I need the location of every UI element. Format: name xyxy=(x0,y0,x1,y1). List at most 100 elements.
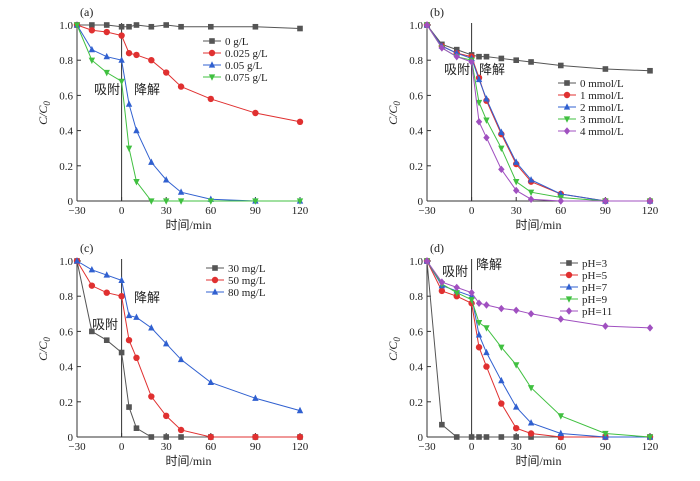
data-point xyxy=(475,99,483,107)
data-point xyxy=(475,344,483,351)
data-point xyxy=(148,23,155,30)
data-point xyxy=(528,434,534,440)
annotation-degradation: 降解 xyxy=(134,82,160,97)
y-tick-label: 1.0 xyxy=(59,20,73,32)
data-point xyxy=(125,49,133,57)
data-point xyxy=(557,197,564,205)
data-point xyxy=(88,282,96,289)
data-point xyxy=(483,301,490,309)
data-point xyxy=(602,430,609,438)
legend-swatch-marker xyxy=(208,49,216,57)
y-tick-label: 0.6 xyxy=(59,326,73,338)
annotation-adsorption: 吸附 xyxy=(442,264,468,279)
y-tick-label: 0.8 xyxy=(59,55,73,67)
data-point xyxy=(118,23,125,30)
data-point xyxy=(557,413,564,420)
data-point xyxy=(646,434,654,441)
x-tick-label: 30 xyxy=(161,205,173,217)
data-point xyxy=(498,145,505,152)
data-series xyxy=(73,21,304,204)
data-point xyxy=(177,198,185,205)
annotation-degradation: 降解 xyxy=(479,62,505,77)
panel-label: (d) xyxy=(430,241,444,255)
series-line xyxy=(76,260,300,438)
series-line xyxy=(426,260,650,438)
data-point xyxy=(125,100,133,107)
legend-swatch-marker xyxy=(211,276,219,284)
data-point xyxy=(483,348,490,356)
x-tick-label: 0 xyxy=(119,205,125,217)
annotation-degradation: 降解 xyxy=(134,290,160,305)
y-tick-label: 0.8 xyxy=(409,55,423,67)
y-axis-label: C/C0 xyxy=(36,101,52,125)
data-point xyxy=(438,287,446,295)
data-point xyxy=(177,188,185,195)
data-point xyxy=(88,266,96,273)
x-tick-label: 90 xyxy=(250,205,262,217)
x-tick-label: 60 xyxy=(555,205,567,217)
x-tick-label: 120 xyxy=(642,205,659,217)
data-point xyxy=(528,59,534,65)
legend-entry-label: 1 mmol/L xyxy=(580,90,624,102)
data-point xyxy=(527,195,535,203)
data-point xyxy=(483,363,490,370)
legend-swatch-marker xyxy=(564,80,570,86)
annotation-adsorption: 吸附 xyxy=(444,62,470,77)
legend-swatch-marker xyxy=(565,307,573,315)
legend-swatch-marker xyxy=(565,296,573,303)
data-point xyxy=(296,406,304,414)
data-point xyxy=(483,434,490,440)
data-point xyxy=(527,189,535,196)
data-point xyxy=(498,434,505,440)
y-tick-label: 0.2 xyxy=(409,161,423,173)
data-series xyxy=(73,257,304,441)
chart-panel: −30 0 30 60 90 12000.20.40.60.81.0时间/minC/C0(… xyxy=(386,5,659,232)
data-point xyxy=(498,400,505,407)
data-point xyxy=(527,430,535,437)
data-point xyxy=(207,198,214,205)
data-point xyxy=(103,28,110,36)
legend-entry-label: 0.075 g/L xyxy=(225,72,268,84)
legend-swatch-marker xyxy=(208,61,216,68)
data-point xyxy=(125,311,133,319)
legend: pH=3pH=5pH=7pH=9pH=11 xyxy=(560,258,612,318)
data-point xyxy=(148,324,155,331)
x-tick-label: 30 xyxy=(511,205,523,217)
data-point xyxy=(423,21,431,29)
x-tick-label: −30 xyxy=(418,441,436,453)
series-line xyxy=(426,260,651,438)
y-tick-label: 0.6 xyxy=(59,90,73,102)
data-point xyxy=(527,385,535,392)
data-point xyxy=(177,426,185,434)
annotation-adsorption: 吸附 xyxy=(92,317,118,332)
data-point xyxy=(453,290,460,297)
data-series xyxy=(74,258,303,440)
panel-label: (b) xyxy=(430,5,444,19)
data-point xyxy=(252,433,259,441)
data-point xyxy=(453,283,460,292)
y-tick-label: 0.2 xyxy=(59,161,73,173)
data-point xyxy=(125,337,133,344)
legend-swatch-marker xyxy=(209,38,215,44)
data-point xyxy=(557,315,564,323)
data-series xyxy=(423,21,654,205)
series-line xyxy=(426,260,651,329)
data-point xyxy=(163,22,169,28)
data-point xyxy=(468,434,475,440)
y-tick-label: 0 xyxy=(68,196,74,208)
data-point xyxy=(73,22,81,29)
legend-swatch-marker xyxy=(563,91,571,99)
data-point xyxy=(133,313,140,320)
data-point xyxy=(177,83,185,90)
data-point xyxy=(498,128,505,135)
data-point xyxy=(646,197,654,205)
data-point xyxy=(557,429,564,437)
data-point xyxy=(208,23,214,30)
x-tick-label: 30 xyxy=(511,441,523,453)
data-point xyxy=(646,324,654,332)
data-point xyxy=(453,52,460,61)
legend-entry-label: 3 mmol/L xyxy=(580,114,624,126)
legend-swatch-marker xyxy=(212,265,218,271)
data-point xyxy=(252,23,259,30)
